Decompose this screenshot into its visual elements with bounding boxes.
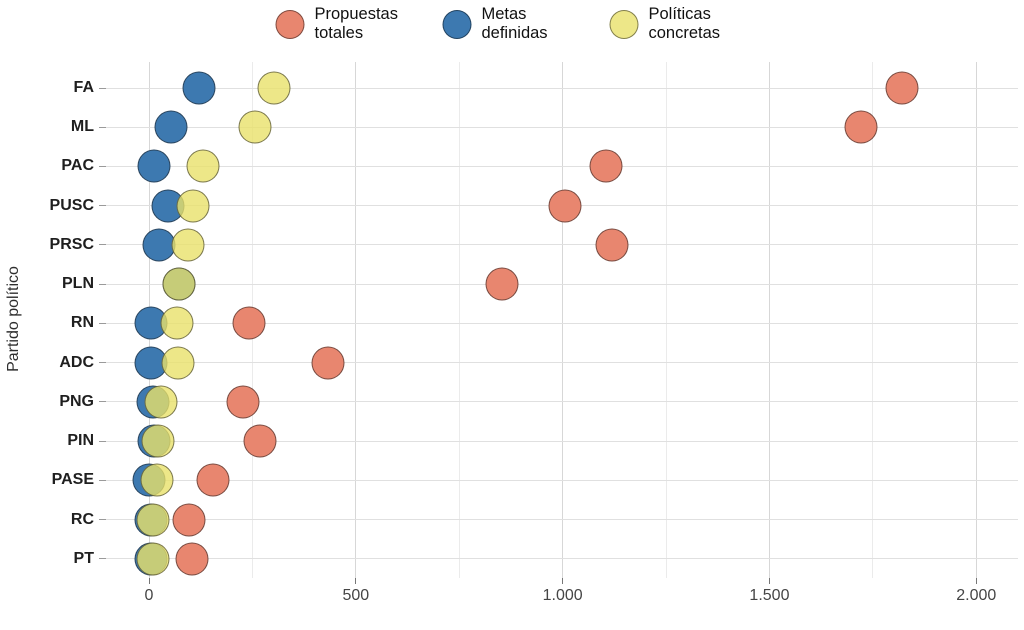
point-politicas-concretas-rn — [160, 306, 194, 340]
y-tick — [99, 362, 106, 364]
x-tick — [768, 578, 770, 584]
x-tick-label: 0 — [144, 587, 154, 604]
x-gridline-major — [975, 62, 977, 578]
point-politicas-concretas-rc — [136, 503, 170, 537]
y-axis-label: PNG — [59, 392, 94, 410]
point-propuestas-totales-pin — [243, 424, 277, 458]
y-axis-label: PUSC — [49, 196, 94, 214]
y-gridline — [106, 87, 1018, 89]
y-gridline — [106, 165, 1018, 167]
x-tick — [562, 578, 564, 584]
y-axis-label: RC — [70, 510, 94, 528]
point-propuestas-totales-pase — [196, 463, 230, 497]
point-propuestas-totales-fa — [885, 71, 919, 105]
x-gridline-minor — [458, 62, 460, 578]
y-gridline — [106, 283, 1018, 285]
x-gridline-minor — [872, 62, 874, 578]
point-politicas-concretas-pin — [141, 424, 175, 458]
x-tick-label: 1.500 — [749, 587, 790, 604]
point-propuestas-totales-rc — [172, 503, 206, 537]
point-politicas-concretas-pt — [136, 542, 170, 576]
x-gridline-minor — [665, 62, 667, 578]
point-metas-definidas-fa — [182, 71, 216, 105]
y-tick — [99, 283, 106, 285]
point-politicas-concretas-prsc — [171, 228, 205, 262]
point-propuestas-totales-rn — [232, 306, 266, 340]
legend-item-propuestas-totales: Propuestas totales — [275, 5, 415, 44]
x-tick-label: 2.000 — [956, 587, 997, 604]
point-politicas-concretas-pusc — [176, 189, 210, 223]
y-gridline — [106, 244, 1018, 246]
y-axis-label: PASE — [51, 471, 94, 489]
point-propuestas-totales-png — [226, 385, 260, 419]
y-gridline — [106, 362, 1018, 364]
x-gridline-major — [562, 62, 564, 578]
x-gridline-major — [768, 62, 770, 578]
point-metas-definidas-pac — [137, 149, 171, 183]
legend-swatch-propuestas-totales-icon — [275, 9, 305, 39]
y-axis-label: PT — [73, 549, 94, 567]
point-metas-definidas-prsc — [142, 228, 176, 262]
y-axis-label: RN — [70, 314, 94, 332]
legend-item-metas-definidas: Metas definidas — [442, 5, 582, 44]
y-axis-label: PIN — [67, 432, 94, 450]
point-politicas-concretas-pase — [140, 463, 174, 497]
y-axis-label: PLN — [62, 275, 94, 293]
y-gridline — [106, 519, 1018, 521]
x-tick — [975, 578, 977, 584]
y-gridline — [106, 126, 1018, 128]
y-axis-label: PAC — [61, 157, 94, 175]
point-propuestas-totales-pt — [175, 542, 209, 576]
legend-item-politicas-concretas: Políticas concretas — [609, 5, 749, 44]
legend-swatch-metas-definidas-icon — [442, 9, 472, 39]
y-tick — [99, 165, 106, 167]
y-gridline — [106, 440, 1018, 442]
y-tick — [99, 519, 106, 521]
point-metas-definidas-ml — [154, 110, 187, 144]
y-axis-label: PRSC — [49, 235, 94, 253]
legend-label-propuestas-totales: Propuestas totales — [314, 5, 398, 43]
x-gridline-major — [355, 62, 357, 578]
point-propuestas-totales-pln — [485, 267, 519, 301]
y-gridline — [106, 479, 1018, 481]
x-tick — [148, 578, 150, 584]
point-propuestas-totales-prsc — [595, 228, 629, 262]
y-axis-label: FA — [73, 79, 94, 96]
point-propuestas-totales-pusc — [548, 189, 582, 223]
point-politicas-concretas-adc — [161, 346, 195, 380]
y-gridline — [106, 558, 1018, 560]
y-tick — [99, 244, 106, 246]
y-tick — [99, 87, 106, 89]
point-propuestas-totales-ml — [844, 110, 878, 144]
y-tick — [99, 440, 106, 442]
y-gridline — [106, 322, 1018, 324]
y-axis-label: ML — [70, 118, 94, 136]
point-propuestas-totales-adc — [311, 346, 345, 380]
x-tick-label: 500 — [342, 587, 370, 604]
x-tick-label: 1.000 — [542, 587, 583, 604]
y-tick — [99, 558, 106, 560]
legend-swatch-politicas-concretas-icon — [609, 9, 639, 39]
legend: Propuestas totales Metas definidas Polític… — [275, 5, 749, 44]
y-tick — [99, 479, 106, 481]
point-propuestas-totales-pac — [589, 149, 623, 183]
y-tick — [99, 205, 106, 207]
legend-label-metas-definidas: Metas definidas — [481, 5, 548, 43]
point-politicas-concretas-pac — [186, 149, 220, 183]
point-politicas-concretas-fa — [257, 71, 291, 105]
y-tick — [99, 322, 106, 324]
legend-label-politicas-concretas: Políticas concretas — [648, 5, 721, 43]
point-politicas-concretas-pln — [162, 267, 196, 301]
y-gridline — [106, 401, 1018, 403]
y-tick — [99, 401, 106, 403]
point-politicas-concretas-ml — [238, 110, 272, 144]
x-tick — [355, 578, 357, 584]
y-tick — [99, 126, 106, 128]
point-politicas-concretas-png — [144, 385, 178, 419]
y-axis-label: ADC — [59, 353, 94, 371]
